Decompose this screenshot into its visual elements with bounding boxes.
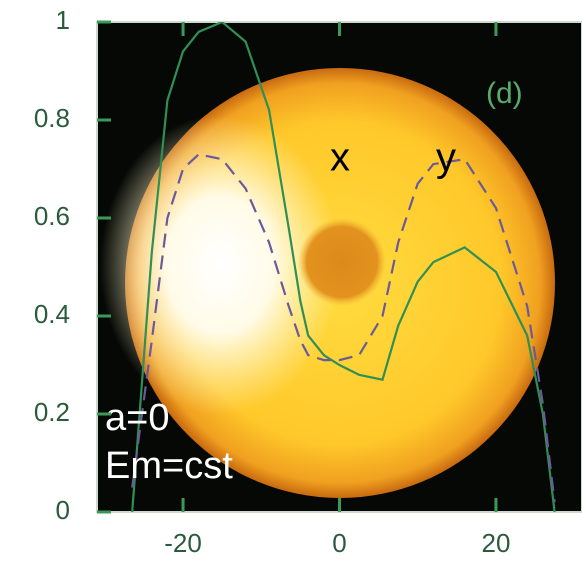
highlight [100, 115, 340, 415]
annotation: Em=cst [105, 445, 233, 487]
plot [131, 22, 556, 512]
y-tick-label: 0 [56, 495, 70, 525]
x-tick-label: -20 [164, 528, 202, 558]
y-tick-label: 0.8 [34, 103, 70, 133]
annotation: (d) [486, 77, 523, 110]
y-tick-label: 1 [56, 5, 70, 35]
x-tick-label: 0 [332, 528, 346, 558]
x-tick-label: 20 [481, 528, 510, 558]
series-line [131, 153, 556, 503]
y-tick-label: 0.6 [34, 201, 70, 231]
annotation: a=0 [105, 397, 169, 439]
annotation: y [436, 136, 456, 180]
inner-spot [298, 218, 386, 306]
annotation: x [330, 136, 350, 180]
y-tick-label: 0.4 [34, 299, 70, 329]
series-line [131, 22, 556, 512]
y-tick-label: 0.2 [34, 397, 70, 427]
